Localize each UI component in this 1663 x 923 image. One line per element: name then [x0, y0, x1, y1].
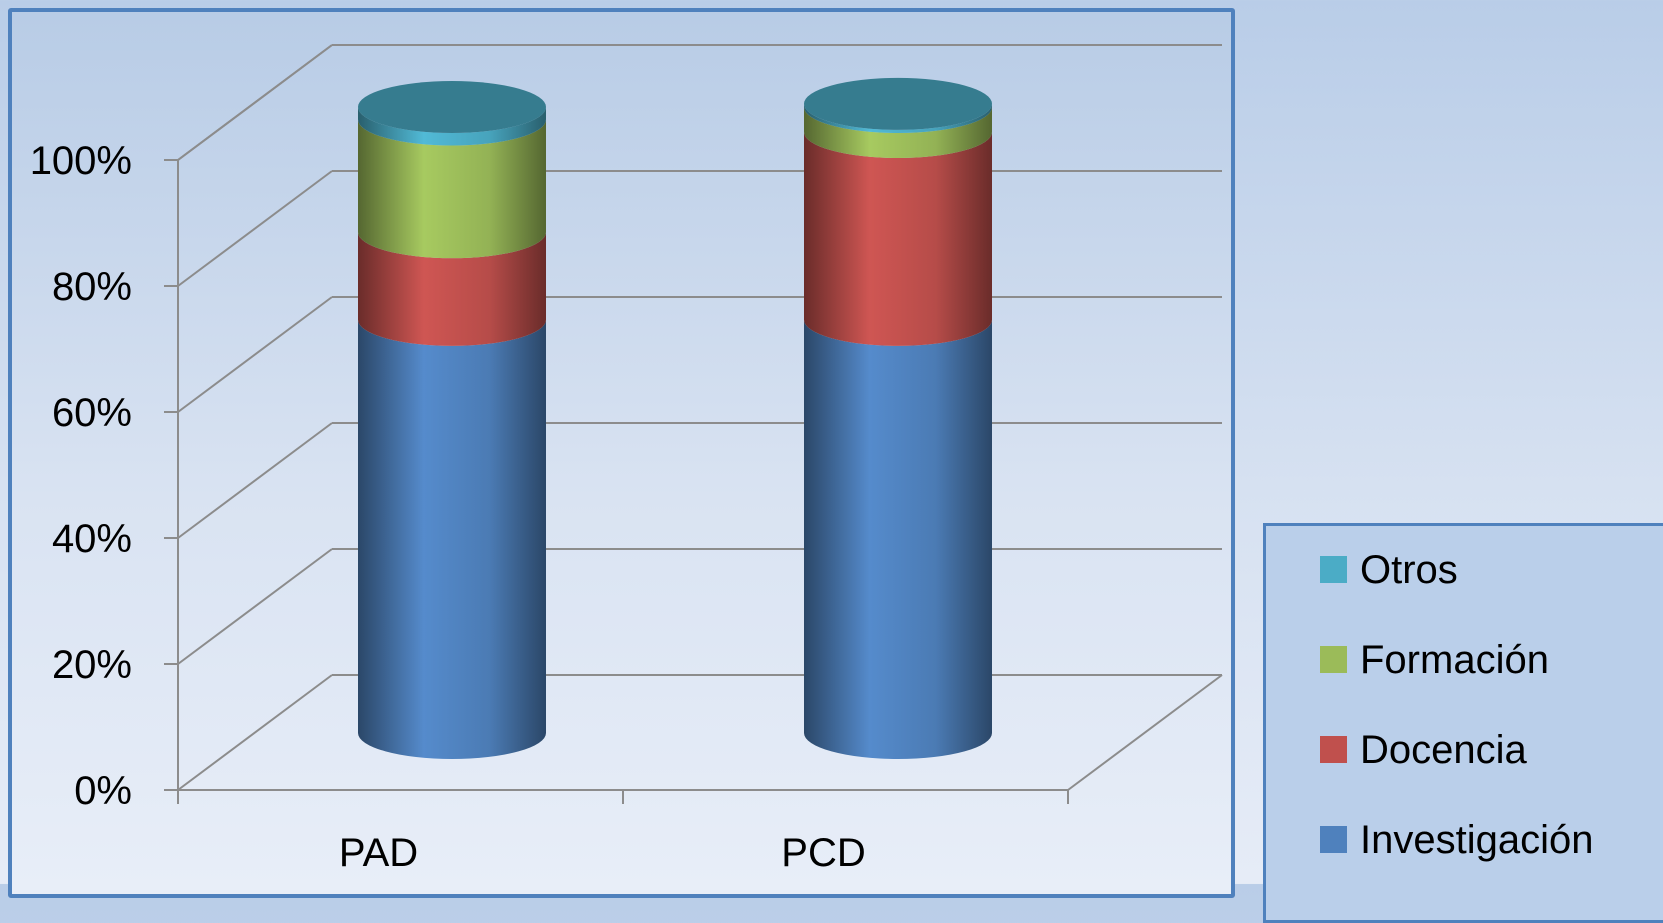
legend-label: Otros — [1360, 548, 1458, 592]
y-tick-label: 80% — [52, 265, 132, 309]
gridlines — [164, 44, 1222, 791]
y-tick-label: 0% — [74, 769, 132, 813]
side-gridline — [177, 674, 333, 791]
bar-segment-pcd-2 — [804, 107, 992, 159]
y-tick-label: 20% — [52, 643, 132, 687]
bar-top-pad — [358, 81, 546, 133]
side-gridline — [177, 422, 333, 539]
x-tick-label: PAD — [339, 831, 418, 875]
axes: 0% 20% 40% 60% 80% 100% PAD PCD — [30, 44, 1223, 875]
x-tick-label: PCD — [781, 831, 865, 875]
bar-segment-pcd-1 — [804, 132, 992, 346]
legend-swatch — [1320, 556, 1347, 583]
side-gridline — [177, 170, 333, 287]
side-gridline — [177, 296, 333, 413]
legend-label: Docencia — [1360, 728, 1528, 772]
side-gridline — [177, 548, 333, 665]
legend-frame — [1263, 523, 1663, 923]
legend-swatch — [1320, 736, 1347, 763]
plot-area-frame — [8, 8, 1235, 898]
y-tick-label: 60% — [52, 391, 132, 435]
y-tick-label: 100% — [30, 139, 132, 183]
floor-edge — [1067, 674, 1223, 791]
bar-segment-pad-1 — [358, 232, 546, 346]
y-tick-label: 40% — [52, 517, 132, 561]
bar-top-pcd — [804, 77, 992, 130]
bars — [358, 77, 992, 759]
legend-swatch — [1320, 826, 1347, 853]
stacked-cylinder-chart: 0% 20% 40% 60% 80% 100% PAD PCD Otros Formación D… — [30, 44, 1593, 875]
bar-segment-pad-3 — [358, 107, 546, 146]
bar-segment-pad-2 — [358, 119, 546, 259]
bar-segment-pcd-0 — [804, 319, 992, 759]
legend-label: Investigación — [1360, 818, 1593, 862]
legend: Otros Formación Docencia Investigación — [1320, 548, 1593, 862]
side-wall-top — [177, 44, 333, 161]
bar-segment-pad-0 — [358, 319, 546, 759]
legend-label: Formación — [1360, 638, 1549, 682]
legend-swatch — [1320, 646, 1347, 673]
